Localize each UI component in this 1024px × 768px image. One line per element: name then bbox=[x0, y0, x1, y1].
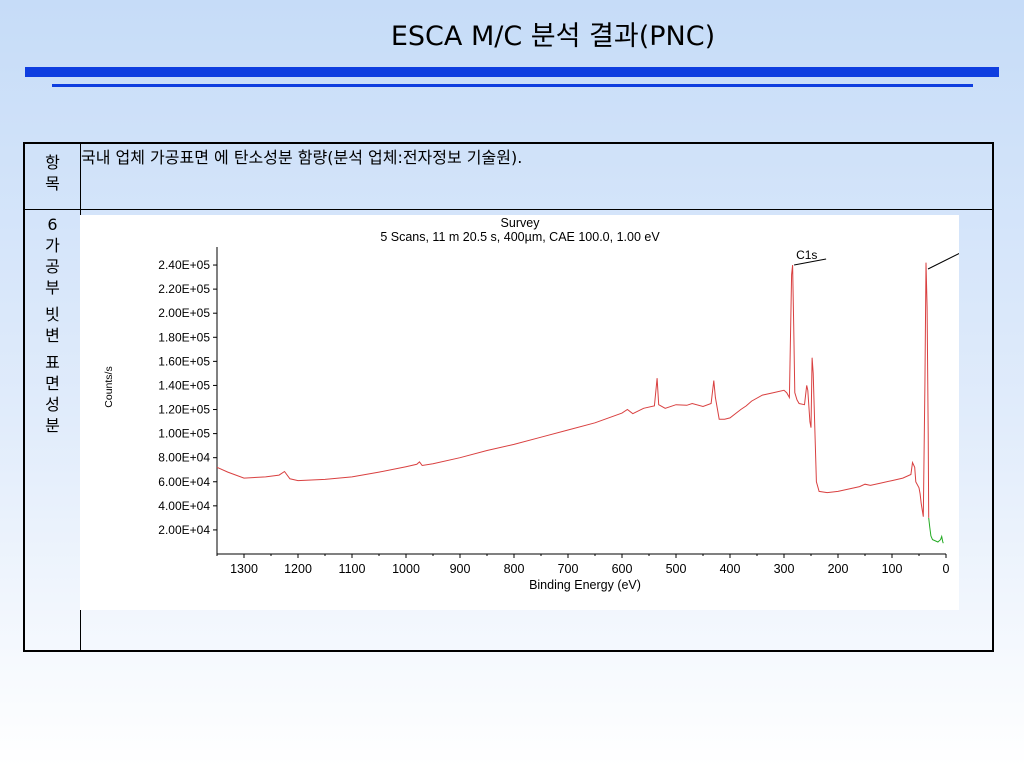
y-tick-label: 6.00E+04 bbox=[158, 475, 210, 489]
y-tick-label: 1.40E+05 bbox=[158, 378, 210, 392]
row-label-line: 면 bbox=[45, 373, 60, 393]
row-text-cell: 국내 업체 가공표면 에 탄소성분 함량(분석 업체:전자정보 기술원). bbox=[80, 142, 994, 210]
chart-axes bbox=[216, 247, 946, 555]
x-tick-label: 600 bbox=[612, 562, 633, 576]
row-label-line: 목 bbox=[45, 174, 60, 193]
row-label-line: 공 bbox=[45, 256, 60, 276]
chart-subtitle: 5 Scans, 11 m 20.5 s, 400µm, CAE 100.0, … bbox=[380, 230, 660, 244]
row-label-line: 가 bbox=[45, 235, 60, 255]
table-row-header: 항 목 국내 업체 가공표면 에 탄소성분 함량(분석 업체:전자정보 기술원)… bbox=[23, 142, 994, 210]
row-label-line: 변 bbox=[45, 325, 60, 345]
row-label-line: 항 bbox=[45, 153, 60, 172]
x-tick-label: 500 bbox=[666, 562, 687, 576]
row-label-cell: 항 목 bbox=[23, 142, 81, 210]
spectrum-series bbox=[216, 262, 944, 544]
x-tick-label: 300 bbox=[774, 562, 795, 576]
annotation-leader-line bbox=[794, 258, 827, 266]
slide-title: ESCA M/C 분석 결과(PNC) bbox=[390, 21, 716, 52]
y-tick-label: 1.00E+05 bbox=[158, 427, 210, 441]
x-tick-label: 100 bbox=[882, 562, 903, 576]
y-tick-label: 2.20E+05 bbox=[158, 282, 210, 296]
xps-survey-chart: Survey 5 Scans, 11 m 20.5 s, 400µm, CAE … bbox=[80, 215, 967, 610]
y-tick-label: 1.20E+05 bbox=[158, 403, 210, 417]
y-tick-label: 1.80E+05 bbox=[158, 330, 210, 344]
x-tick-label: 700 bbox=[558, 562, 579, 576]
y-axis-ticks: 2.00E+04 4.00E+04 6.00E+04 8.00E+04 1.00E+05… bbox=[158, 258, 217, 537]
chart-title: Survey bbox=[501, 216, 541, 230]
y-tick-label: 2.00E+05 bbox=[158, 306, 210, 320]
title-underline-thin bbox=[52, 84, 973, 87]
row-label-line: 빗 bbox=[45, 304, 60, 324]
x-tick-label: 1300 bbox=[230, 562, 258, 576]
annotation-label: C1s bbox=[796, 248, 817, 262]
spectrum-tail-line bbox=[928, 517, 944, 544]
x-tick-label: 900 bbox=[450, 562, 471, 576]
title-underline-thick bbox=[25, 67, 999, 77]
row-label-line: 표 bbox=[45, 352, 60, 372]
y-tick-label: 1.60E+05 bbox=[158, 354, 210, 368]
x-tick-label: 1000 bbox=[392, 562, 420, 576]
annotation-leader-line bbox=[927, 249, 967, 270]
x-axis-ticks: 1300 1200 1100 1000 900 800 700 600 500 400 300 200… bbox=[216, 554, 950, 576]
x-axis-label: Binding Energy (eV) bbox=[529, 578, 641, 592]
y-tick-label: 4.00E+04 bbox=[158, 499, 210, 513]
y-tick-label: 2.40E+05 bbox=[158, 258, 210, 272]
chart-svg: Survey 5 Scans, 11 m 20.5 s, 400µm, CAE … bbox=[103, 216, 967, 592]
x-tick-label: 400 bbox=[720, 562, 741, 576]
row-label-line: 성 bbox=[45, 394, 60, 414]
chart-annotations: C1s bbox=[794, 248, 967, 270]
row-label-cell: 6 가 공 부 빗 변 표 면 성 분 bbox=[23, 208, 81, 652]
y-tick-label: 2.00E+04 bbox=[158, 523, 210, 537]
row-label-line: 부 bbox=[45, 277, 60, 297]
y-axis-label: Counts/s bbox=[103, 366, 115, 407]
x-tick-label: 0 bbox=[943, 562, 950, 576]
x-tick-label: 200 bbox=[828, 562, 849, 576]
x-tick-label: 800 bbox=[504, 562, 525, 576]
y-tick-label: 8.00E+04 bbox=[158, 451, 210, 465]
spectrum-line bbox=[216, 262, 930, 518]
row-label-line: 분 bbox=[45, 415, 60, 435]
x-tick-label: 1100 bbox=[339, 562, 366, 576]
row-label-line: 6 bbox=[47, 214, 58, 234]
x-tick-label: 1200 bbox=[284, 562, 312, 576]
